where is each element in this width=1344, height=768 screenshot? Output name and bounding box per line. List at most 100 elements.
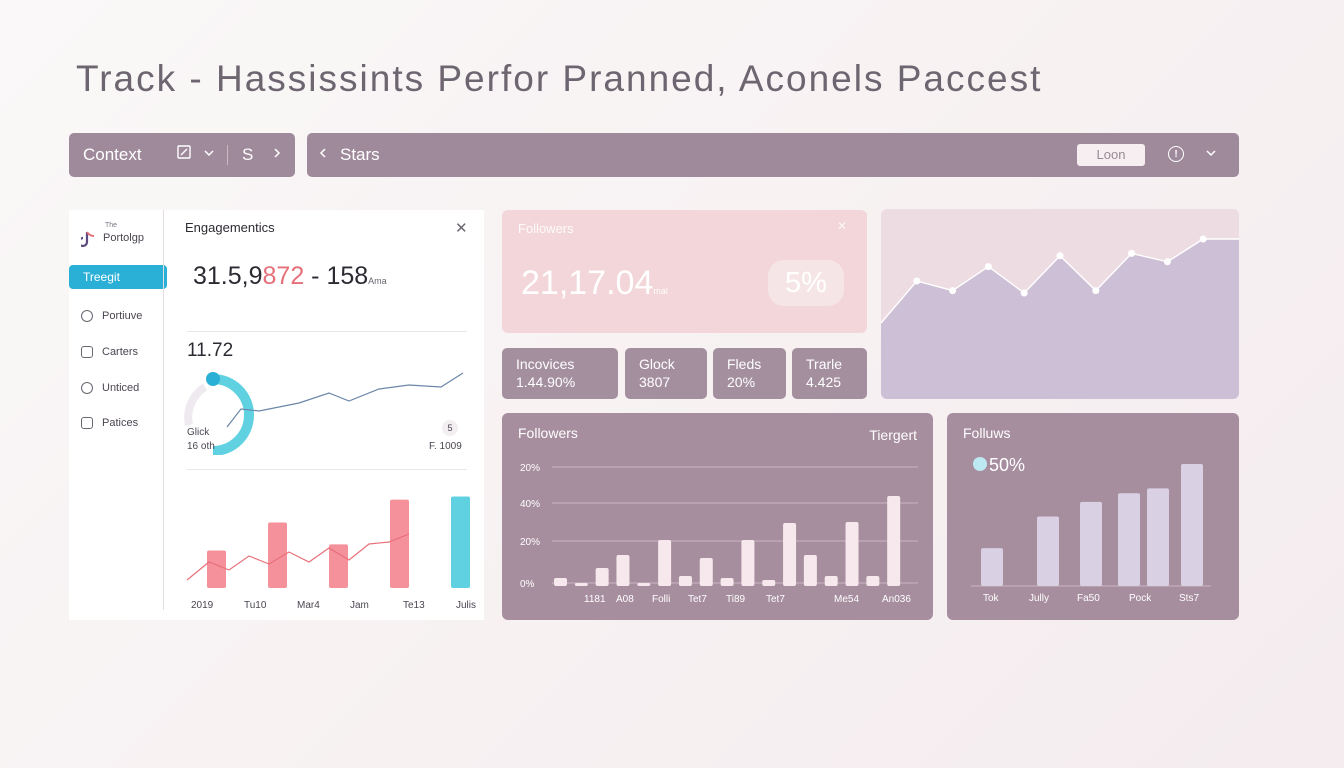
- close-icon[interactable]: ✕: [455, 220, 468, 237]
- x-tick-label: Tok: [983, 593, 1000, 604]
- logo-icon: [77, 228, 99, 253]
- area-point: [913, 277, 921, 285]
- chevron-left-icon[interactable]: [317, 144, 329, 166]
- folder-icon: [81, 346, 93, 358]
- follows-bar-chart: Tok Jully Fa50 Pock Sts7: [971, 464, 1211, 604]
- y-tick-label: 40%: [520, 499, 540, 510]
- area-point: [1199, 235, 1207, 243]
- engagement-bar: [207, 550, 226, 588]
- follows-bar: [1118, 493, 1140, 586]
- x-tick-label: Julis: [456, 600, 476, 611]
- sidebar-item-portiuve[interactable]: Portiuve: [81, 310, 142, 322]
- metric-value: 11.72: [187, 340, 234, 361]
- user-icon: [81, 382, 93, 394]
- follows-chart-card: Folluws 50% Tok Jully Fa50 Pock Sts7: [947, 413, 1239, 620]
- x-tick-label: Me54: [834, 594, 859, 605]
- divider: [187, 331, 467, 332]
- followers-bar: [595, 568, 609, 586]
- chevron-right-icon[interactable]: [271, 144, 283, 166]
- stat-card-incovices[interactable]: Incovices 1.44.90%: [502, 348, 618, 399]
- engagement-panel: The Portolgp Treegit Portiuve Carters Un…: [69, 210, 484, 620]
- context-bar: Context S: [69, 133, 295, 177]
- close-icon[interactable]: ✕: [837, 219, 848, 233]
- y-tick-label: 20%: [520, 463, 540, 474]
- sidebar-item-unticed[interactable]: Unticed: [81, 382, 139, 394]
- sidebar-item-active[interactable]: Treegit: [69, 265, 167, 289]
- area-point: [984, 263, 992, 271]
- login-button[interactable]: Loon: [1077, 144, 1145, 166]
- followers-bar: [866, 576, 880, 586]
- engagement-trend-line: [186, 533, 410, 581]
- sidebar-item-carters[interactable]: Carters: [81, 346, 138, 358]
- y-tick-label: 0%: [520, 579, 535, 590]
- engagement-value-suffix: Ama: [368, 276, 387, 286]
- circle-icon: [81, 310, 93, 322]
- chevron-down-icon[interactable]: [1205, 144, 1217, 166]
- engagement-value-b: 872: [262, 262, 305, 290]
- engagement-line-chart: [184, 372, 464, 455]
- trend-line: [226, 372, 464, 428]
- followers-bar: [678, 576, 692, 586]
- x-tick-label: Tu10: [244, 600, 267, 611]
- x-tick-label: Pock: [1129, 593, 1152, 604]
- stat-card-trarle[interactable]: Trarle 4.425: [792, 348, 867, 399]
- info-icon[interactable]: !: [1168, 146, 1184, 162]
- followers-bar: [720, 578, 734, 586]
- engagement-bar: [268, 522, 287, 588]
- followers-unit: mal: [653, 286, 668, 296]
- engagement-bar: [329, 544, 348, 588]
- area-chart: [881, 235, 1239, 399]
- stat-card-fleds[interactable]: Fleds 20%: [713, 348, 786, 399]
- gauge-knob: [206, 372, 220, 386]
- stars-bar: Stars Loon !: [307, 133, 1239, 177]
- stat-card-glock[interactable]: Glock 3807: [625, 348, 707, 399]
- followers-bar: [762, 580, 776, 586]
- stat-value: 1.44.90%: [516, 374, 576, 390]
- area-point: [1128, 249, 1136, 257]
- area-chart-card: [881, 209, 1239, 399]
- followers-bar: [699, 558, 713, 586]
- x-tick-label: Jam: [350, 600, 369, 611]
- edit-icon[interactable]: [177, 144, 191, 166]
- followers-chart-title: Followers: [518, 425, 578, 441]
- follows-bar: [1147, 488, 1169, 586]
- followers-bar: [803, 555, 817, 586]
- logo-text: Portolgp: [103, 232, 144, 244]
- gauge-arc: [212, 374, 254, 455]
- x-tick-label: 1181: [584, 594, 606, 605]
- s-label[interactable]: S: [242, 145, 254, 164]
- follows-bar: [981, 548, 1003, 586]
- stat-label: Glock: [639, 356, 675, 372]
- followers-bar: [574, 583, 588, 586]
- engagement-value-c: - 158: [304, 262, 369, 290]
- chevron-down-icon[interactable]: [203, 144, 215, 166]
- stat-value: 4.425: [806, 374, 842, 390]
- note-text: F. 1009: [429, 441, 462, 452]
- followers-bar: [637, 583, 651, 586]
- area-fill: [881, 239, 1239, 399]
- followers-percent: 5%: [768, 260, 844, 306]
- stars-label: Stars: [340, 145, 380, 164]
- followers-bar-chart: 20% 40% 20% 0% 1181 A08 Folli Tet7 Ti89 Tet7 Me54 A…: [520, 463, 918, 605]
- stat-label: Fleds: [727, 356, 762, 372]
- context-label: Context: [83, 145, 142, 164]
- area-point: [1163, 258, 1171, 266]
- followers-bar: [783, 523, 797, 586]
- followers-bar: [741, 540, 755, 586]
- target-label[interactable]: Tiergert: [869, 427, 917, 443]
- x-tick-label: A08: [616, 594, 634, 605]
- followers-label: Followers: [518, 221, 574, 236]
- followers-bar: [824, 576, 838, 586]
- area-point: [1092, 287, 1100, 295]
- followers-value: 21,17.04mal: [521, 264, 668, 303]
- divider: [187, 469, 467, 470]
- follows-bar: [1080, 501, 1102, 586]
- divider: [227, 145, 228, 165]
- stat-label: Incovices: [516, 356, 575, 372]
- follows-percent: 50%: [989, 455, 1026, 475]
- followers-bar: [616, 555, 630, 586]
- sidebar-divider: [163, 210, 164, 610]
- followers-chart-card: Followers Tiergert 20% 40% 20% 0% 1181 A08 Fol…: [502, 413, 933, 620]
- sidebar-item-patices[interactable]: Patices: [81, 417, 138, 429]
- badge-icon: [81, 417, 93, 429]
